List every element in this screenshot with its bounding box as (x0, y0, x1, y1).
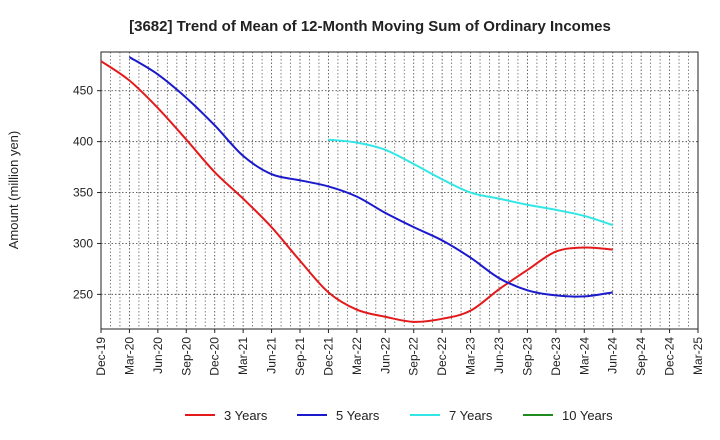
legend-label-5-years: 5 Years (336, 408, 380, 423)
x-tick-label: Mar-21 (236, 337, 250, 375)
legend-label-3-years: 3 Years (224, 408, 268, 423)
x-tick-label: Dec-19 (94, 337, 108, 376)
y-tick-label: 400 (73, 135, 93, 149)
x-axis: Dec-19 Mar-20 Jun-20 Sep-20 Dec-20 Mar-21 Jun-… (94, 329, 705, 376)
chart-title: [3682] Trend of Mean of 12-Month Moving … (129, 18, 611, 35)
plot-frame (100, 51, 699, 330)
x-tick-label: Dec-20 (208, 337, 222, 376)
x-tick-label: Jun-23 (492, 337, 506, 374)
legend-label-10-years: 10 Years (562, 408, 613, 423)
x-tick-label: Mar-22 (350, 337, 364, 375)
x-tick-label: Mar-25 (691, 337, 705, 375)
x-tick-label: Sep-24 (634, 337, 648, 376)
y-tick-label: 300 (73, 236, 93, 250)
y-tick-label: 250 (73, 287, 93, 301)
x-tick-label: Jun-22 (378, 337, 392, 374)
x-tick-label: Dec-23 (549, 337, 563, 376)
x-tick-label: Jun-24 (606, 337, 620, 374)
legend: 3 Years 5 Years 7 Years 10 Years (185, 408, 613, 423)
x-tick-label: Sep-21 (293, 337, 307, 376)
x-tick-label: Mar-24 (577, 337, 591, 375)
grid (101, 52, 698, 329)
x-tick-label: Dec-24 (663, 337, 677, 376)
x-tick-label: Dec-22 (435, 337, 449, 376)
y-tick-label: 350 (73, 186, 93, 200)
x-tick-label: Sep-23 (520, 337, 534, 376)
x-tick-label: Mar-20 (122, 337, 136, 375)
x-tick-label: Jun-20 (151, 337, 165, 374)
series-line-7-years (328, 138, 614, 227)
y-axis-label: Amount (million yen) (6, 131, 21, 250)
series-line-3-years (100, 60, 613, 323)
y-axis: 250 300 350 400 450 (73, 84, 101, 301)
x-tick-label: Sep-20 (179, 337, 193, 376)
legend-label-7-years: 7 Years (449, 408, 493, 423)
x-tick-label: Jun-21 (265, 337, 279, 374)
x-tick-label: Mar-23 (464, 337, 478, 375)
y-tick-label: 450 (73, 84, 93, 98)
x-tick-label: Sep-22 (407, 337, 421, 376)
x-tick-label: Dec-21 (321, 337, 335, 376)
series-line-5-years (128, 56, 613, 298)
series-lines (100, 56, 614, 323)
